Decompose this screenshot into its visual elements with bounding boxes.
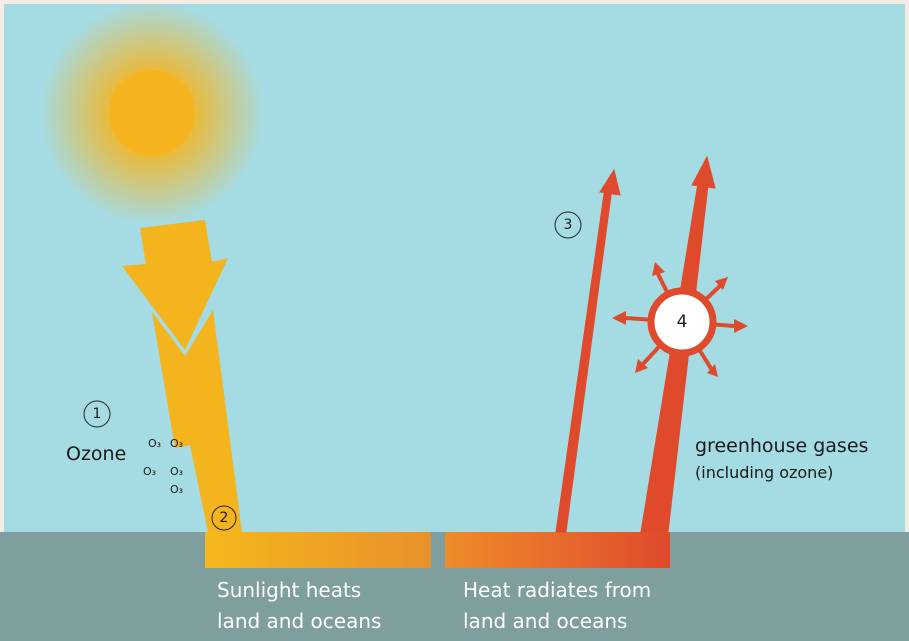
marker-circle bbox=[211, 505, 237, 531]
sunlight-arrow-head bbox=[122, 220, 228, 350]
arrow-head bbox=[691, 155, 716, 189]
marker: 2 bbox=[220, 510, 229, 526]
ozone-molecule: O₃ bbox=[148, 437, 161, 450]
arrow-head bbox=[599, 168, 621, 196]
sunlight-bar bbox=[205, 532, 431, 568]
sunlight-arrow-shaft bbox=[152, 310, 242, 532]
caption: land and oceans bbox=[217, 609, 381, 633]
ozone-molecule: O₃ bbox=[170, 465, 183, 478]
sun bbox=[109, 70, 195, 156]
ozone-molecule: O₃ bbox=[170, 483, 183, 496]
marker: 3 bbox=[564, 217, 573, 233]
greenhouse-label: greenhouse gases bbox=[695, 435, 868, 457]
greenhouse-note: (including ozone) bbox=[695, 463, 833, 482]
caption: Heat radiates from bbox=[463, 578, 651, 602]
marker: 1 bbox=[93, 406, 102, 422]
marker-circle bbox=[83, 400, 111, 428]
marker-circle bbox=[554, 211, 582, 239]
heat-bar bbox=[445, 532, 670, 568]
caption: land and oceans bbox=[463, 609, 627, 633]
heat-arrows bbox=[555, 155, 748, 533]
caption: Sunlight heats bbox=[217, 578, 361, 602]
ozone-molecule: O₃ bbox=[170, 437, 183, 450]
greenhouse-circle bbox=[647, 287, 717, 357]
marker: 4 bbox=[677, 312, 688, 332]
ozone-label: Ozone bbox=[66, 443, 126, 465]
ozone-molecule: O₃ bbox=[143, 465, 156, 478]
